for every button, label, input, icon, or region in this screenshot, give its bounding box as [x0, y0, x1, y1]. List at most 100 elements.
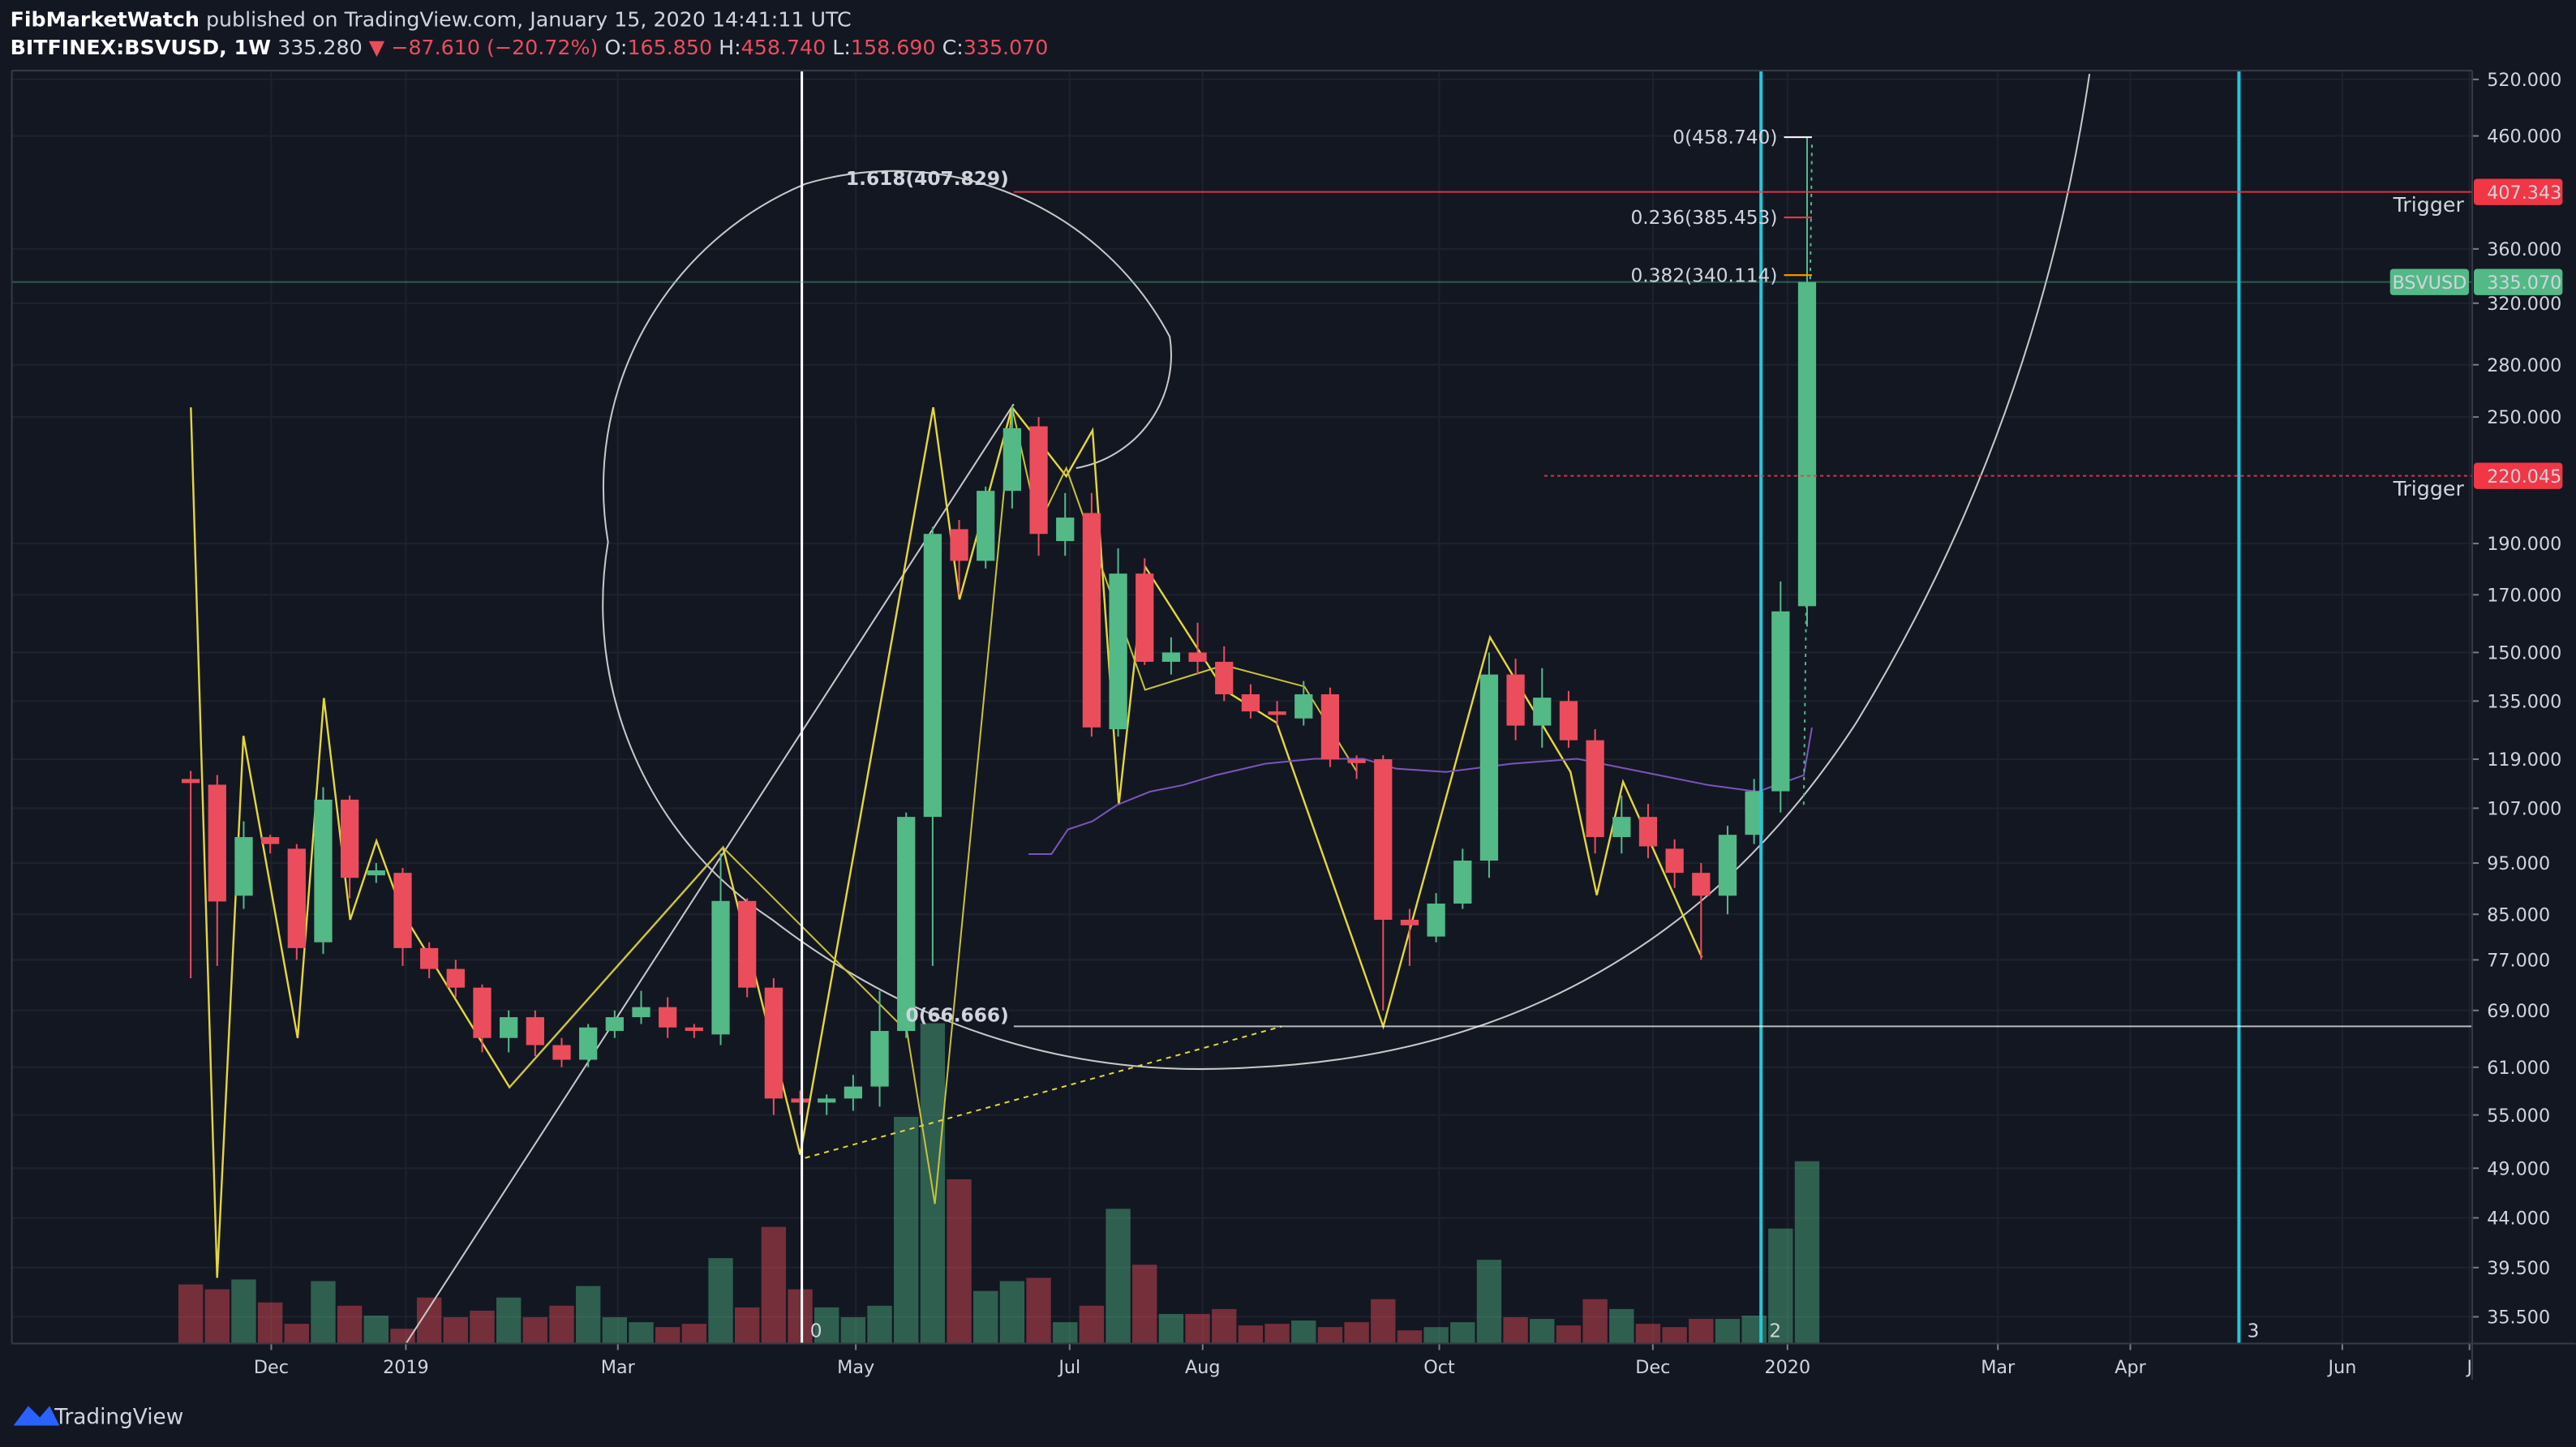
candle-body — [367, 870, 385, 876]
candle-body — [446, 968, 465, 988]
header-line-1: FibMarketWatch published on TradingView.… — [11, 7, 852, 31]
y-tick-label: 49.000 — [2487, 1158, 2550, 1179]
volume-bar — [575, 1286, 601, 1344]
volume-bar — [708, 1258, 733, 1344]
symbol-tag-label: BSVUSD — [2392, 273, 2467, 294]
volume-bar — [1053, 1322, 1078, 1344]
price-tag-label: 407.343 — [2487, 182, 2561, 204]
volume-bar — [204, 1289, 230, 1344]
candle-body — [1400, 919, 1419, 925]
volume-bar — [1662, 1327, 1687, 1344]
volume-bar — [1794, 1161, 1820, 1344]
fib-label: 0.382(340.114) — [1630, 264, 1777, 286]
marker-label: 2 — [1769, 1320, 1781, 1342]
volume-bar — [1768, 1228, 1793, 1344]
volume-bar — [1423, 1327, 1449, 1344]
candle-body — [1347, 759, 1366, 763]
volume-bar — [284, 1324, 309, 1344]
volume-bar — [522, 1317, 548, 1344]
trend-line — [405, 403, 1015, 1344]
y-tick-label: 170.000 — [2487, 585, 2561, 606]
x-tick-label: Mar — [601, 1357, 636, 1378]
volume-bar — [1741, 1316, 1767, 1344]
candle-body — [1109, 573, 1127, 730]
price-tag — [2474, 462, 2563, 489]
volume-bar — [1715, 1319, 1741, 1344]
volume-bar — [1450, 1322, 1475, 1344]
candle-body — [1533, 698, 1552, 726]
symbol-tag — [2389, 268, 2469, 295]
y-tick-label: 135.000 — [2487, 691, 2561, 712]
fib-label: 0.236(385.453) — [1630, 207, 1777, 229]
candle-body — [1056, 517, 1075, 542]
ohlc-key: O: — [604, 36, 627, 59]
candle-body — [605, 1017, 624, 1032]
y-tick-label: 44.000 — [2487, 1209, 2550, 1230]
candle-body — [1718, 835, 1737, 896]
published: published on TradingView.com, January 15… — [206, 7, 852, 31]
volume-bar — [1238, 1325, 1264, 1344]
volume-bar — [1635, 1324, 1661, 1344]
x-tick-label: Dec — [254, 1357, 289, 1378]
volume-bar — [1317, 1327, 1343, 1344]
volume-bar — [1106, 1209, 1131, 1344]
price-tag-label: 220.045 — [2487, 466, 2561, 487]
candle-body — [393, 873, 412, 948]
trigger-label: Trigger — [2393, 193, 2465, 217]
volume-bar — [231, 1279, 256, 1344]
volume-bar — [894, 1116, 919, 1344]
volume-bar — [1476, 1260, 1502, 1344]
candle-body — [1771, 611, 1790, 792]
candles — [181, 137, 1817, 1115]
candle-body — [1161, 652, 1181, 662]
volume-bar — [1158, 1313, 1184, 1344]
x-tick-label: Aug — [1185, 1357, 1220, 1378]
candle-body — [844, 1086, 863, 1099]
y-tick-label: 360.000 — [2487, 239, 2561, 260]
price-tag-label: 335.070 — [2487, 273, 2561, 294]
candle-body — [1506, 674, 1525, 726]
volume-bar — [973, 1290, 998, 1344]
candle-body — [711, 900, 730, 1035]
volume-bar — [920, 1023, 946, 1344]
candle-body — [1479, 674, 1499, 861]
candle-body — [685, 1027, 703, 1032]
y-tick-label: 320.000 — [2487, 294, 2561, 315]
candle-body — [1797, 281, 1817, 607]
candle-body — [738, 900, 757, 988]
candle-body — [579, 1027, 598, 1060]
y-tick-label: 250.000 — [2487, 407, 2561, 428]
dotted-line — [805, 1025, 1282, 1159]
candle-body — [341, 799, 359, 878]
ohlc-value: 335.070 — [964, 36, 1049, 59]
price-tag — [2474, 178, 2563, 205]
volume-bar — [1582, 1299, 1608, 1344]
y-tick-label: 460.000 — [2487, 127, 2561, 148]
candle-body — [473, 987, 492, 1038]
x-tick-label: Dec — [1635, 1357, 1670, 1378]
volume-bar — [1132, 1265, 1157, 1344]
fib-label: 1.618(407.829) — [846, 168, 1009, 190]
volume-bar — [602, 1317, 628, 1344]
candle-body — [287, 848, 306, 948]
volume-bar — [470, 1310, 495, 1344]
x-tick-label: May — [837, 1357, 874, 1378]
volume-bar — [549, 1305, 574, 1344]
candle-body — [950, 529, 968, 561]
candle-body — [234, 837, 253, 896]
volume-bar — [947, 1179, 972, 1344]
ohlc-value: 158.690 — [851, 36, 936, 59]
last: 335.280 — [277, 36, 363, 59]
volume-bar — [311, 1281, 336, 1344]
candle-body — [1320, 693, 1340, 760]
candle-body — [1586, 740, 1604, 838]
volume-bar — [1556, 1325, 1582, 1344]
volume-bar — [363, 1316, 389, 1344]
candle-body — [1268, 711, 1286, 715]
volume-bar — [443, 1317, 469, 1344]
volume-bar — [1609, 1308, 1634, 1344]
x-tick-label: Jul — [1057, 1357, 1080, 1378]
candle-body — [181, 779, 200, 784]
